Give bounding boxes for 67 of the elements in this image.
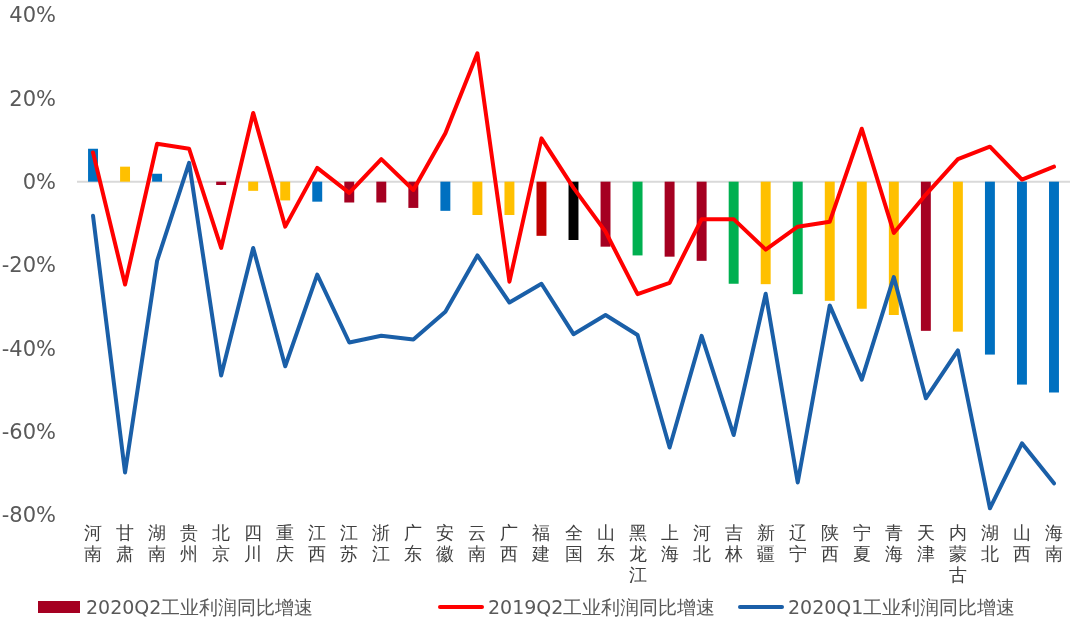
line-series (91, 51, 1056, 297)
y-tick-label: -80% (1, 503, 56, 528)
x-tick-label: 安徽 (436, 522, 455, 564)
x-tick-label: 重庆 (276, 522, 295, 564)
y-tick-label: 20% (9, 86, 56, 111)
bar (376, 181, 387, 203)
x-tick-label: 全国 (564, 522, 583, 564)
x-tick-label: 河北 (692, 522, 711, 564)
legend-label: 2019Q2工业利润同比增速 (488, 595, 716, 618)
x-tick-label: 辽宁 (788, 522, 807, 564)
x-tick-label: 湖南 (148, 522, 167, 564)
bar (792, 181, 803, 295)
x-tick-label: 黑龙江 (628, 522, 647, 585)
bar (536, 181, 547, 236)
bar (120, 166, 131, 182)
x-tick-label: 福建 (531, 522, 551, 564)
bar (856, 181, 867, 309)
bar (760, 181, 771, 285)
bar (632, 181, 643, 256)
bar (504, 181, 515, 215)
y-tick-label: -40% (1, 336, 56, 361)
x-tick-label: 宁夏 (852, 522, 871, 564)
x-tick-label: 内蒙古 (948, 522, 967, 585)
x-tick-label: 北京 (212, 522, 231, 564)
x-tick-label: 甘肃 (116, 522, 135, 564)
bar (984, 181, 995, 355)
legend-label: 2020Q2工业利润同比增速 (86, 595, 314, 618)
bar (664, 181, 675, 257)
bar (728, 181, 739, 284)
x-tick-label: 广西 (500, 522, 519, 564)
x-tick-label: 青海 (884, 522, 903, 564)
bar (440, 181, 451, 211)
x-tick-label: 山西 (1012, 522, 1031, 564)
bar (312, 181, 323, 202)
x-tick-label: 海南 (1044, 522, 1063, 564)
bar (1049, 181, 1059, 393)
x-tick-label: 江西 (308, 522, 327, 564)
y-tick-label: 0% (22, 170, 56, 195)
bar (920, 181, 931, 331)
x-tick-label: 新疆 (756, 522, 775, 564)
x-tick-label: 云南 (468, 522, 487, 564)
x-tick-label: 天津 (916, 522, 935, 564)
y-tick-label: -20% (1, 253, 56, 278)
bar (824, 181, 835, 301)
x-tick-label: 贵州 (180, 522, 199, 564)
x-tick-label: 上海 (660, 522, 679, 564)
bar (280, 181, 291, 201)
y-tick-label: 40% (9, 3, 56, 28)
x-tick-label: 陕西 (820, 522, 839, 564)
legend-label: 2020Q1工业利润同比增速 (788, 595, 1016, 618)
x-tick-label: 浙江 (372, 522, 391, 564)
y-tick-label: -60% (1, 420, 56, 445)
bar (952, 181, 963, 332)
bar (152, 173, 163, 182)
x-tick-label: 江苏 (340, 522, 359, 564)
x-tick-label: 吉林 (723, 522, 743, 564)
x-tick-label: 广东 (404, 522, 423, 564)
line-series (91, 160, 1056, 511)
x-tick-label: 湖北 (980, 522, 999, 564)
bar (696, 181, 707, 261)
bar (472, 181, 483, 215)
bar (248, 181, 259, 191)
x-tick-label: 四川 (244, 522, 263, 564)
x-tick-label: 河南 (84, 522, 103, 564)
bar (216, 181, 227, 185)
x-tick-label: 山东 (596, 522, 615, 564)
bar (1016, 181, 1027, 385)
